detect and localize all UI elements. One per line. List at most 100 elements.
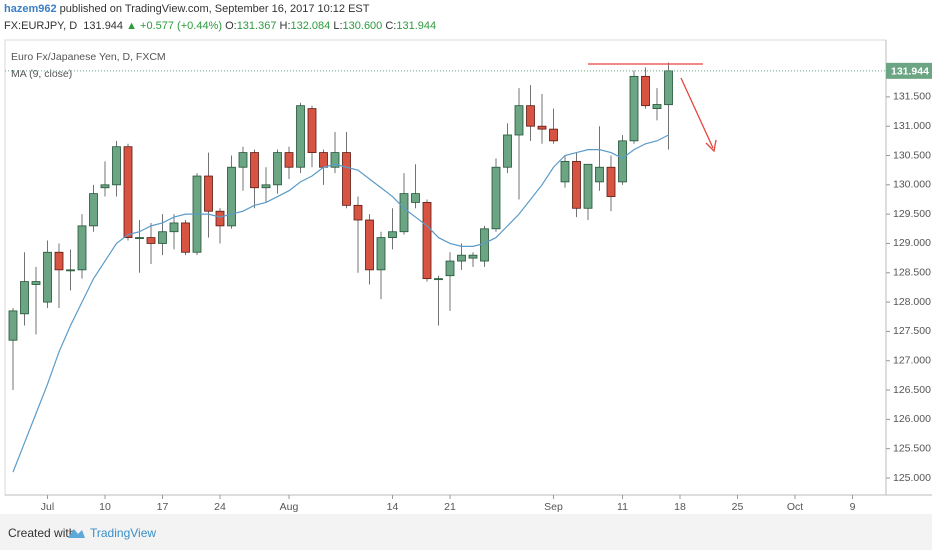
x-tick-label: 24 bbox=[214, 501, 226, 513]
candle-body bbox=[583, 163, 593, 209]
y-tick-label: 131.500 bbox=[893, 91, 931, 103]
ma-line bbox=[12, 134, 669, 473]
candle-body bbox=[457, 254, 466, 262]
candle-body bbox=[227, 166, 236, 227]
candle-body bbox=[342, 152, 351, 206]
candle-body bbox=[54, 251, 64, 271]
x-tick-label: 25 bbox=[732, 501, 744, 513]
candle-body bbox=[422, 202, 432, 280]
candle-body bbox=[250, 152, 259, 189]
x-tick-label: 10 bbox=[99, 501, 111, 513]
candle-body bbox=[20, 281, 29, 315]
ohlc-label: H: bbox=[279, 20, 291, 32]
candle-body bbox=[537, 125, 547, 130]
ohlc-value: 131.944 bbox=[396, 20, 437, 32]
candle-body bbox=[31, 281, 41, 285]
arrow-drawing bbox=[680, 77, 714, 149]
candle-body bbox=[123, 146, 133, 238]
candle-body bbox=[112, 146, 121, 186]
candle-body bbox=[158, 231, 167, 244]
candle-body bbox=[8, 310, 18, 341]
candle-body bbox=[353, 204, 363, 221]
candle-body bbox=[100, 184, 110, 189]
x-tick-label: 18 bbox=[674, 501, 686, 513]
author[interactable]: hazem962 bbox=[4, 3, 57, 15]
candle-body bbox=[77, 225, 87, 271]
y-tick-label: 125.500 bbox=[893, 442, 931, 454]
candle-body bbox=[135, 237, 144, 239]
last-price-label: 131.944 bbox=[891, 66, 929, 78]
last-price-box bbox=[886, 62, 932, 79]
created-with: Created with bbox=[8, 526, 76, 540]
price: 131.944 bbox=[83, 20, 124, 32]
x-tick-label: 14 bbox=[387, 501, 399, 513]
publish-line: hazem962 published on TradingView.com, S… bbox=[4, 3, 370, 15]
ohlc-label: C: bbox=[385, 20, 397, 32]
legend-symbol: Euro Fx/Japanese Yen, D, FXCM bbox=[11, 51, 166, 63]
candle-body bbox=[89, 193, 98, 227]
candle-body bbox=[572, 160, 581, 209]
candle-body bbox=[376, 237, 386, 271]
x-tick-label: 9 bbox=[850, 501, 856, 513]
candle-body bbox=[595, 166, 604, 183]
x-tick-label: Oct bbox=[787, 501, 803, 513]
candle-body bbox=[181, 222, 190, 253]
y-tick-label: 131.000 bbox=[893, 120, 931, 132]
ohlc-value: 131.367 bbox=[236, 20, 277, 32]
ohlc-value: 132.084 bbox=[290, 20, 331, 32]
y-tick-label: 128.500 bbox=[893, 267, 931, 279]
symbol: FX:EURJPY, D bbox=[4, 20, 78, 32]
chart: Euro Fx/Japanese Yen, D, FXCM MA (9, clo… bbox=[4, 39, 932, 513]
y-tick-label: 126.000 bbox=[893, 413, 931, 425]
candle-body bbox=[319, 152, 328, 168]
x-tick-label: 21 bbox=[444, 501, 456, 513]
y-tick-label: 125.000 bbox=[893, 472, 931, 484]
candle-body bbox=[66, 269, 75, 272]
candle-body bbox=[606, 166, 616, 197]
ohlc-label: O: bbox=[225, 20, 237, 32]
legend-ma: MA (9, close) bbox=[11, 68, 72, 80]
x-tick-label: Jul bbox=[41, 501, 54, 513]
candle-body bbox=[169, 222, 179, 233]
candle-body bbox=[146, 237, 156, 244]
candle-body bbox=[296, 105, 305, 168]
candle-body bbox=[365, 219, 374, 271]
candle-body bbox=[480, 228, 489, 262]
candle-body bbox=[468, 254, 478, 259]
y-tick-label: 129.500 bbox=[893, 208, 931, 220]
candle-body bbox=[491, 166, 501, 230]
candle-body bbox=[641, 75, 650, 107]
ohlc-label: L: bbox=[333, 20, 343, 32]
candle-body bbox=[330, 152, 340, 168]
candle-body bbox=[445, 260, 455, 277]
arrow-head bbox=[705, 139, 717, 153]
candle-body bbox=[307, 108, 317, 153]
tv-logo bbox=[68, 529, 85, 538]
y-tick-label: 127.500 bbox=[893, 325, 931, 337]
candle-body bbox=[526, 105, 535, 127]
y-tick-label: 130.000 bbox=[893, 179, 931, 191]
footer: Created with TradingView bbox=[0, 514, 932, 550]
x-tick-label: Aug bbox=[280, 501, 299, 513]
candle-body bbox=[273, 152, 282, 186]
brand[interactable]: TradingView bbox=[90, 526, 157, 540]
candle-body bbox=[514, 105, 524, 136]
candle-body bbox=[664, 70, 673, 106]
candle-body bbox=[434, 278, 443, 281]
candle-body bbox=[549, 128, 558, 142]
candle-body bbox=[503, 134, 512, 168]
candle-body bbox=[43, 251, 52, 303]
y-tick-label: 127.000 bbox=[893, 355, 931, 367]
candle-body bbox=[204, 175, 213, 212]
candle-body bbox=[388, 231, 397, 238]
symbol-line: FX:EURJPY, D 131.944 ▲ +0.577 (+0.44%) O… bbox=[4, 20, 436, 32]
candle-body bbox=[284, 152, 294, 168]
candle-body bbox=[618, 140, 627, 183]
candle-body bbox=[652, 104, 662, 110]
x-tick-label: Sep bbox=[544, 501, 563, 513]
change: ▲ +0.577 (+0.44%) bbox=[126, 20, 222, 32]
candle-body bbox=[215, 210, 225, 227]
candle-body bbox=[399, 193, 409, 233]
y-tick-label: 129.000 bbox=[893, 237, 931, 249]
